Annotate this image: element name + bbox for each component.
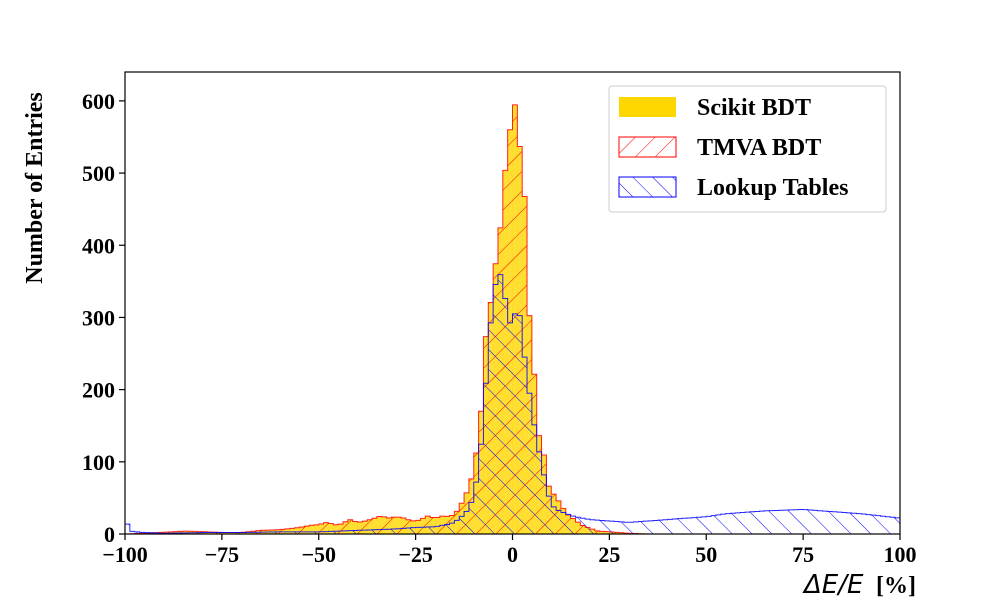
step-lookup-tables: [125, 274, 900, 534]
legend-swatch-tmva-bdt: [618, 136, 677, 158]
x-axis-title: ΔE/E [%]: [802, 570, 916, 600]
legend-swatch-scikit-bdt: [619, 97, 676, 117]
series-lookup-tables: [125, 274, 900, 534]
x-tick-label: −25: [398, 542, 433, 567]
legend-swatch-lookup-tables: [618, 176, 677, 198]
x-tick-label: 0: [507, 542, 518, 567]
y-tick-label: 100: [82, 450, 115, 475]
y-tick-label: 500: [82, 161, 115, 186]
x-tick-label: −50: [301, 542, 336, 567]
legend-entry-scikit-bdt: Scikit BDT: [619, 95, 811, 121]
legend-label-lookup-tables: Lookup Tables: [697, 175, 848, 201]
y-axis-title: Number of Entries: [22, 92, 48, 284]
x-axis-title-unit: [%]: [876, 573, 916, 599]
legend-frame: [608, 85, 887, 213]
legend-entry-lookup-tables: Lookup Tables: [618, 175, 848, 201]
series-layer: [125, 104, 900, 534]
y-tick-label: 600: [82, 89, 115, 114]
y-tick-label: 300: [82, 305, 115, 330]
x-axis-title-math: ΔE/E: [802, 570, 864, 600]
x-tick-label: 25: [598, 542, 620, 567]
y-tick-label: 0: [104, 522, 115, 547]
x-tick-label: 50: [695, 542, 717, 567]
x-tick-label: 75: [792, 542, 814, 567]
legend: Scikit BDT TMVA BDT Lookup Tables: [608, 85, 887, 213]
x-tick-label: −100: [102, 542, 148, 567]
x-tick-label: −75: [205, 542, 240, 567]
legend-label-scikit-bdt: Scikit BDT: [697, 95, 811, 121]
y-tick-label: 200: [82, 378, 115, 403]
x-axis: −100 −75 −50 −25 0 25 50 75 100: [102, 534, 917, 567]
x-tick-label: 100: [884, 542, 917, 567]
y-axis: 0 100 200 300 400 500 600: [82, 89, 125, 547]
series-scikit-bdt: [125, 104, 649, 534]
legend-entry-tmva-bdt: TMVA BDT: [618, 135, 821, 161]
legend-label-tmva-bdt: TMVA BDT: [697, 135, 821, 161]
y-tick-label: 400: [82, 233, 115, 258]
